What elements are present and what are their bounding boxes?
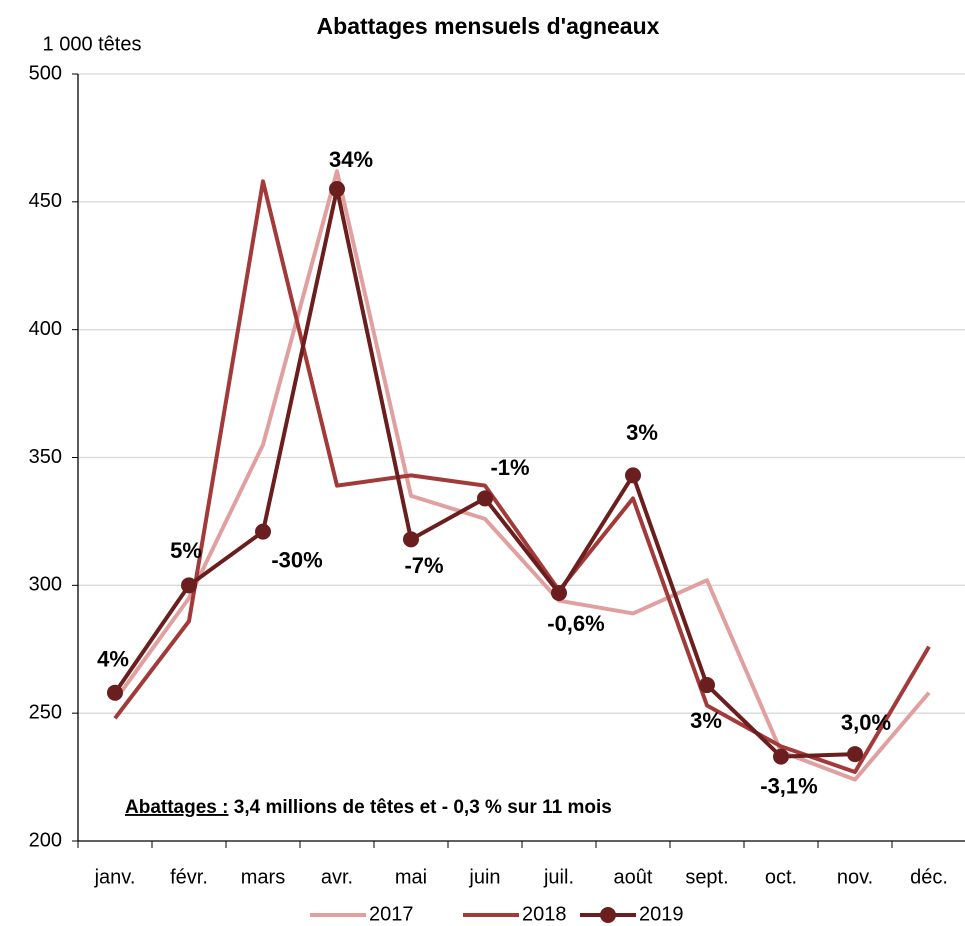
legend-label: 2019 <box>639 903 684 925</box>
y-tick-label: 200 <box>29 829 62 851</box>
series-marker <box>773 748 789 765</box>
x-tick-label: mars <box>241 866 285 888</box>
series-line <box>113 179 931 774</box>
annotation: -7% <box>404 553 443 578</box>
legend-marker <box>600 907 616 923</box>
x-tick-label: août <box>614 866 653 888</box>
annotation: 3% <box>626 420 658 445</box>
x-tick-label: janv. <box>94 866 136 888</box>
x-tick-label: déc. <box>910 866 948 888</box>
series-marker <box>255 523 271 540</box>
annotation: -0,6% <box>547 611 604 636</box>
annotation: 4% <box>97 647 129 672</box>
legend-label: 2018 <box>522 903 567 925</box>
annotation: 3% <box>690 708 722 733</box>
series-marker <box>625 467 641 484</box>
x-tick-label: juin <box>468 866 500 888</box>
annotation: -3,1% <box>760 773 817 798</box>
y-tick-label: 250 <box>29 701 62 723</box>
note-label: Abattages : <box>125 797 228 818</box>
x-tick-label: nov. <box>837 866 873 888</box>
x-tick-label: févr. <box>170 866 208 888</box>
series-marker <box>699 677 715 694</box>
series-line <box>113 187 856 759</box>
chart-title: Abattages mensuels d'agneaux <box>317 13 660 39</box>
x-tick-label: juil. <box>543 866 574 888</box>
legend-label: 2017 <box>369 903 414 925</box>
annotation: 3,0% <box>841 710 891 735</box>
y-tick-label: 500 <box>29 62 62 84</box>
x-tick-label: avr. <box>321 866 353 888</box>
annotation: -30% <box>271 547 322 572</box>
y-axis-label: 1 000 têtes <box>43 33 142 55</box>
series-marker <box>551 585 567 602</box>
series-marker <box>181 577 197 594</box>
note: Abattages : 3,4 millions de têtes et - 0… <box>125 797 612 818</box>
series-marker <box>403 531 419 548</box>
series-marker <box>847 746 863 763</box>
x-tick-label: oct. <box>765 866 797 888</box>
x-tick-label: sept. <box>685 866 728 888</box>
series-marker <box>329 181 345 198</box>
annotation: 5% <box>170 538 202 563</box>
annotation: 34% <box>329 147 373 172</box>
note-text: 3,4 millions de têtes et - 0,3 % sur 11 … <box>228 797 611 818</box>
annotation: -1% <box>490 455 529 480</box>
y-tick-label: 350 <box>29 446 62 468</box>
series-marker <box>107 684 123 701</box>
y-tick-label: 300 <box>29 574 62 596</box>
x-tick-label: mai <box>395 866 427 888</box>
y-tick-label: 400 <box>29 318 62 340</box>
series-marker <box>477 490 493 507</box>
y-tick-label: 450 <box>29 190 62 212</box>
